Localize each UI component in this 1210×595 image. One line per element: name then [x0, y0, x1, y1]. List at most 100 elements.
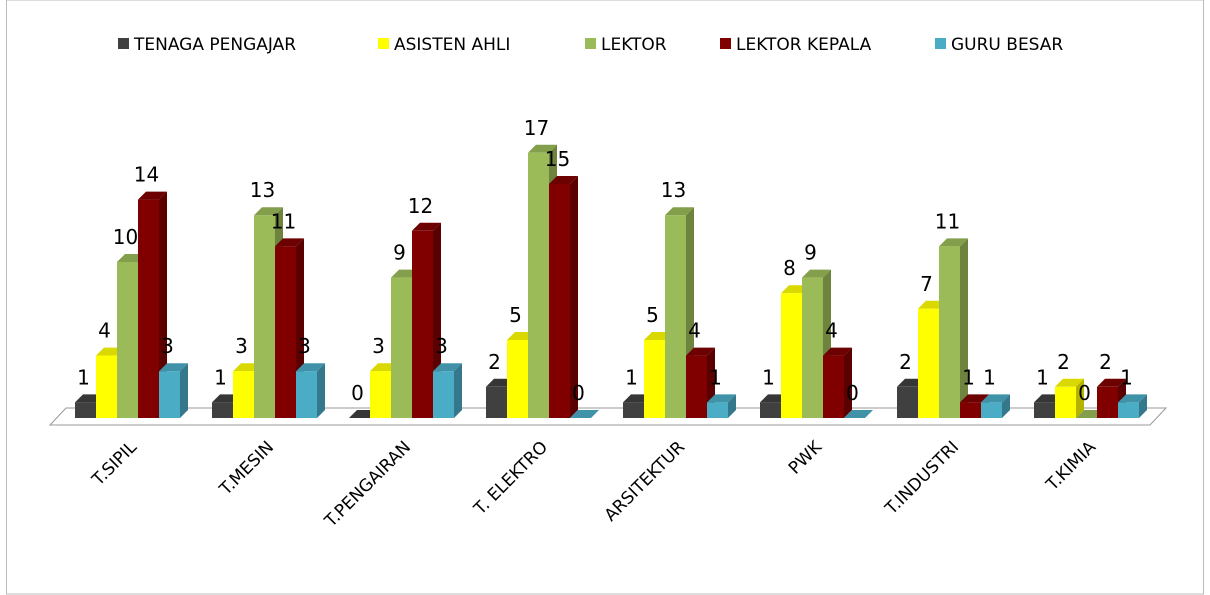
bar	[918, 308, 939, 418]
bar	[1034, 402, 1055, 418]
data-label: 11	[271, 209, 296, 233]
bar-top	[275, 238, 304, 247]
bar	[370, 371, 391, 418]
bar	[275, 246, 296, 418]
bar	[665, 215, 686, 418]
data-label: 15	[545, 147, 570, 171]
bar-top	[939, 238, 968, 247]
legend-swatch	[720, 38, 731, 49]
data-label: 0	[572, 381, 585, 405]
data-label: 1	[1120, 365, 1133, 389]
bar	[1097, 386, 1118, 418]
data-label: 1	[983, 365, 996, 389]
bar	[528, 152, 549, 419]
data-label: 1	[962, 365, 975, 389]
bar	[75, 402, 96, 418]
data-label: 0	[1078, 381, 1091, 405]
data-label: 12	[408, 194, 433, 218]
bar-side	[1002, 394, 1010, 418]
data-label: 2	[899, 350, 912, 374]
bar-top	[823, 347, 852, 356]
legend-swatch	[935, 38, 946, 49]
data-label: 13	[250, 178, 275, 202]
bar-top	[981, 394, 1010, 403]
data-label: 11	[935, 209, 960, 233]
bar	[507, 340, 528, 418]
data-label: 9	[393, 241, 406, 265]
bar-top	[844, 410, 873, 418]
bar-top	[1118, 394, 1147, 403]
bar	[412, 230, 433, 418]
bar	[296, 371, 317, 418]
bar	[781, 293, 802, 418]
bar-top	[528, 144, 557, 153]
bar	[707, 402, 728, 418]
bar-side	[1076, 378, 1084, 418]
legend-label: LEKTOR	[601, 35, 667, 55]
data-label: 10	[113, 225, 138, 249]
data-label: 5	[646, 303, 659, 327]
data-label: 4	[688, 319, 701, 343]
data-label: 0	[846, 381, 859, 405]
bar	[897, 386, 918, 418]
bar-side	[960, 238, 968, 418]
data-label: 0	[351, 381, 364, 405]
data-label: 3	[235, 334, 248, 358]
bar	[823, 355, 844, 418]
data-label: 1	[1036, 365, 1049, 389]
bar-top	[1055, 378, 1084, 387]
floor	[48, 407, 1168, 426]
legend-label: GURU BESAR	[951, 35, 1063, 55]
data-label: 14	[134, 163, 159, 187]
bar-top	[960, 394, 989, 403]
bar	[686, 355, 707, 418]
bar-top	[665, 207, 694, 216]
bar-side	[728, 394, 736, 418]
legend-label: LEKTOR KEPALA	[736, 35, 872, 55]
bar	[760, 402, 781, 418]
data-label: 9	[804, 241, 817, 265]
bar	[960, 402, 981, 418]
chart-frame	[6, 0, 1204, 595]
bar	[117, 262, 138, 418]
bar-top	[296, 363, 325, 372]
bar	[1118, 402, 1139, 418]
bar-top	[433, 363, 462, 372]
bar	[212, 402, 233, 418]
bar-top	[802, 269, 831, 278]
bar-top	[570, 410, 599, 418]
bar	[939, 246, 960, 418]
bar-side	[317, 363, 325, 418]
bar	[486, 386, 507, 418]
data-label: 1	[709, 365, 722, 389]
bar-side	[159, 191, 167, 418]
bar-top	[686, 347, 715, 356]
bar-side	[454, 363, 462, 418]
bar	[233, 371, 254, 418]
bar	[623, 402, 644, 418]
data-label: 2	[488, 350, 501, 374]
bar-top	[707, 394, 736, 403]
bar	[1055, 386, 1076, 418]
data-label: 1	[77, 365, 90, 389]
data-label: 3	[161, 334, 174, 358]
bar	[138, 199, 159, 418]
data-label: 1	[214, 365, 227, 389]
data-label: 4	[825, 319, 838, 343]
bar-side	[844, 347, 852, 418]
data-label: 1	[762, 365, 775, 389]
bar-side	[180, 363, 188, 418]
data-label: 7	[920, 272, 933, 296]
legend-label: TENAGA PENGAJAR	[133, 35, 296, 55]
bar	[549, 184, 570, 418]
legend-label: ASISTEN AHLI	[394, 35, 510, 55]
bar	[159, 371, 180, 418]
legend-swatch	[378, 38, 389, 49]
bar-side	[570, 176, 578, 418]
data-label: 2	[1057, 350, 1070, 374]
data-label: 5	[509, 303, 522, 327]
legend-swatch	[118, 38, 129, 49]
data-label: 8	[783, 256, 796, 280]
data-label: 13	[661, 178, 686, 202]
